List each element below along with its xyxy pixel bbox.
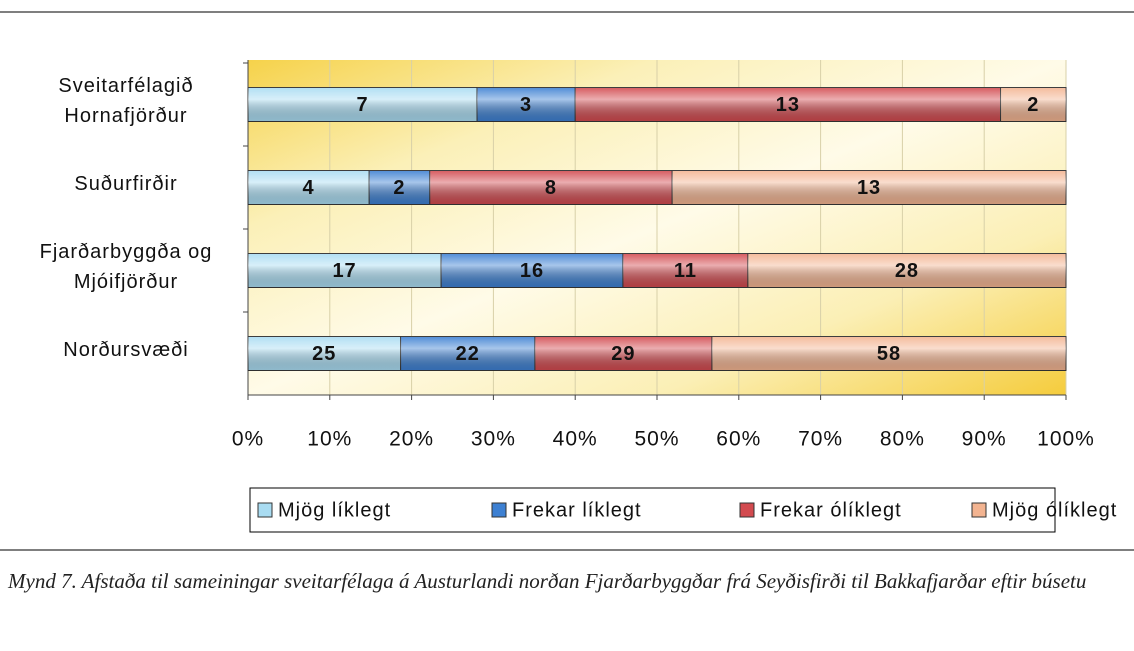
x-tick-label: 90% xyxy=(962,428,1007,451)
legend-label: Mjög líklegt xyxy=(278,499,391,521)
bar-shine xyxy=(711,336,1066,371)
data-label: 2 xyxy=(393,177,405,199)
y-tick-label: Sveitarfélagið Hornafjörður xyxy=(58,74,194,127)
data-label: 2 xyxy=(1027,94,1039,116)
bar-shine xyxy=(622,253,748,288)
y-tick-label: Norðursvæði xyxy=(63,338,189,361)
x-tick-label: 80% xyxy=(880,428,925,451)
bar-shine xyxy=(429,170,673,205)
legend-label: Mjög ólíklegt xyxy=(992,499,1117,521)
bar-shine xyxy=(441,253,623,288)
caption: Mynd 7. Afstaða til sameiningar sveitarf… xyxy=(8,569,1087,593)
bar-shine xyxy=(747,253,1066,288)
data-label: 3 xyxy=(520,94,532,116)
x-tick-label: 30% xyxy=(471,428,516,451)
legend-swatch xyxy=(257,502,273,518)
y-tick-label: Suðurfirðir xyxy=(74,172,178,195)
x-tick-label: 0% xyxy=(232,428,264,451)
bar-shine xyxy=(477,87,576,122)
bar-shine xyxy=(248,170,370,205)
y-tick-label: Fjarðarbyggða og Mjóifjörður xyxy=(39,240,213,293)
bar-shine xyxy=(534,336,712,371)
bar-shine xyxy=(400,336,535,371)
legend-box xyxy=(249,487,1056,533)
legend-swatch xyxy=(739,502,755,518)
legend-label: Frekar ólíklegt xyxy=(760,499,902,521)
data-label: 17 xyxy=(332,260,356,282)
legend-label: Frekar líklegt xyxy=(512,499,642,521)
data-label: 29 xyxy=(611,343,635,365)
legend-swatch xyxy=(971,502,987,518)
bar-shine xyxy=(248,336,401,371)
x-tick-label: 60% xyxy=(716,428,761,451)
legend-swatch xyxy=(491,502,507,518)
bar-shine xyxy=(248,87,478,122)
bar-shine xyxy=(248,253,442,288)
data-label: 25 xyxy=(312,343,336,365)
x-tick-label: 10% xyxy=(307,428,352,451)
data-label: 58 xyxy=(877,343,901,365)
data-label: 7 xyxy=(356,94,368,116)
data-label: 4 xyxy=(303,177,315,199)
data-label: 13 xyxy=(857,177,881,199)
data-label: 13 xyxy=(776,94,800,116)
data-label: 8 xyxy=(545,177,557,199)
x-tick-label: 20% xyxy=(389,428,434,451)
data-label: 11 xyxy=(674,260,697,282)
data-label: 22 xyxy=(456,343,480,365)
bar-shine xyxy=(369,170,430,205)
x-tick-label: 50% xyxy=(634,428,679,451)
bar-shine xyxy=(1000,87,1066,122)
x-tick-label: 70% xyxy=(798,428,843,451)
bar-shine xyxy=(672,170,1066,205)
data-label: 28 xyxy=(895,260,919,282)
data-label: 16 xyxy=(520,260,544,282)
bar-shine xyxy=(575,87,1001,122)
x-tick-label: 100% xyxy=(1037,428,1095,451)
x-tick-label: 40% xyxy=(553,428,598,451)
